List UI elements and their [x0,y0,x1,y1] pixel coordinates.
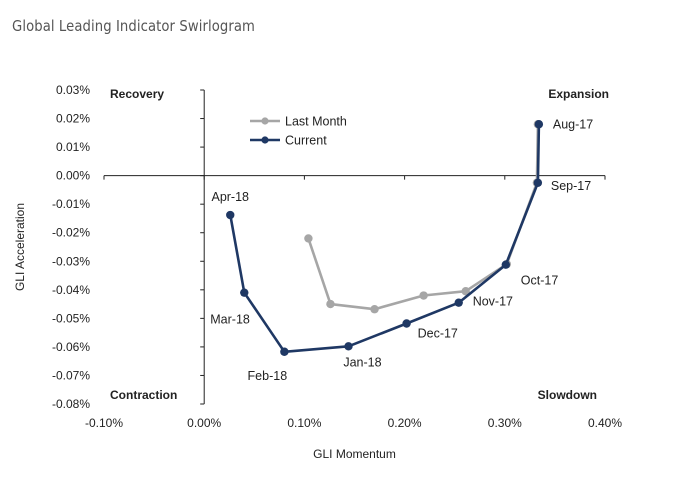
data-point-current [280,347,289,356]
point-label: Sep-17 [551,179,591,193]
y-axis-title: GLI Acceleration [13,203,27,291]
x-tick-label: 0.40% [588,416,622,430]
legend-label-last-month: Last Month [285,115,347,129]
x-tick-label: 0.10% [287,416,321,430]
data-point-current [402,319,411,328]
y-tick-label: -0.03% [52,254,90,268]
y-tick-label: -0.06% [52,340,90,354]
point-label: Dec-17 [418,327,458,341]
data-point-current [501,260,511,269]
data-point-current [226,210,235,220]
data-point-current [240,288,249,297]
point-label: Apr-18 [211,190,249,204]
quadrant-label-recovery: Recovery [110,87,164,101]
point-label: Mar-18 [210,313,250,327]
data-point-last-month [419,291,428,300]
y-tick-label: 0.02% [56,112,90,126]
point-label: Jan-18 [343,355,381,369]
legend-marker-current [261,136,269,144]
x-axis-title: GLI Momentum [313,447,396,461]
y-tick-label: 0.00% [56,169,90,183]
point-label: Oct-17 [521,274,559,288]
point-label: Feb-18 [248,369,288,383]
legend-label-current: Current [285,134,327,148]
point-label: Aug-17 [553,117,593,131]
data-point-last-month [326,299,335,309]
quadrant-label-slowdown: Slowdown [538,388,597,402]
y-tick-label: -0.07% [52,368,90,382]
series-line-current [229,124,541,354]
data-point-last-month [461,287,470,296]
data-point-last-month [370,305,379,314]
y-tick-label: 0.03% [56,83,90,97]
data-point-last-month [304,234,313,243]
data-point-current [533,178,543,187]
x-tick-label: -0.10% [85,416,123,430]
quadrant-label-contraction: Contraction [110,388,177,402]
point-label: Nov-17 [473,295,513,309]
x-tick-label: 0.00% [187,416,221,430]
y-tick-label: -0.08% [52,397,90,411]
y-tick-label: 0.01% [56,140,90,154]
x-tick-label: 0.30% [488,416,522,430]
series-line-last-month [307,124,540,311]
y-tick-label: -0.04% [52,283,90,297]
y-tick-label: -0.01% [52,197,90,211]
data-point-current [344,342,353,351]
quadrant-label-expansion: Expansion [548,87,609,101]
y-tick-label: -0.02% [52,226,90,240]
data-point-current [454,298,463,307]
data-point-current [534,120,544,129]
y-tick-label: -0.05% [52,311,90,325]
x-tick-label: 0.20% [388,416,422,430]
page-title: Global Leading Indicator Swirlogram [12,17,256,35]
legend-marker-last-month [261,117,269,125]
